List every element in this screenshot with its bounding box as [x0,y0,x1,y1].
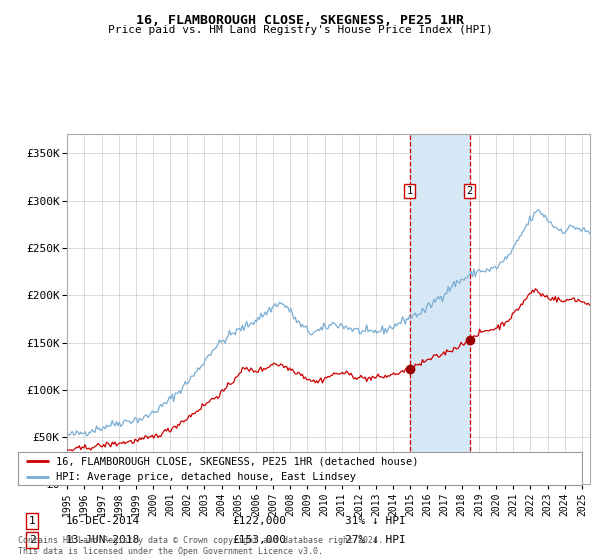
Text: 27% ↓ HPI: 27% ↓ HPI [345,535,406,545]
Text: 13-JUN-2018: 13-JUN-2018 [66,535,140,545]
Text: 1: 1 [29,516,35,526]
Text: 16, FLAMBOROUGH CLOSE, SKEGNESS, PE25 1HR: 16, FLAMBOROUGH CLOSE, SKEGNESS, PE25 1H… [136,14,464,27]
Text: Price paid vs. HM Land Registry's House Price Index (HPI): Price paid vs. HM Land Registry's House … [107,25,493,35]
Bar [410,134,470,484]
Text: 1: 1 [406,186,413,196]
Text: £153,000: £153,000 [232,535,286,545]
Text: £122,000: £122,000 [232,516,286,526]
Text: HPI: Average price, detached house, East Lindsey: HPI: Average price, detached house, East… [56,473,356,483]
Text: 16, FLAMBOROUGH CLOSE, SKEGNESS, PE25 1HR (detached house): 16, FLAMBOROUGH CLOSE, SKEGNESS, PE25 1H… [56,456,419,466]
Text: 2: 2 [467,186,473,196]
Text: 31% ↓ HPI: 31% ↓ HPI [345,516,406,526]
Text: 16-DEC-2014: 16-DEC-2014 [66,516,140,526]
Text: 2: 2 [29,535,35,545]
Text: Contains HM Land Registry data © Crown copyright and database right 2024.
This d: Contains HM Land Registry data © Crown c… [18,536,383,556]
